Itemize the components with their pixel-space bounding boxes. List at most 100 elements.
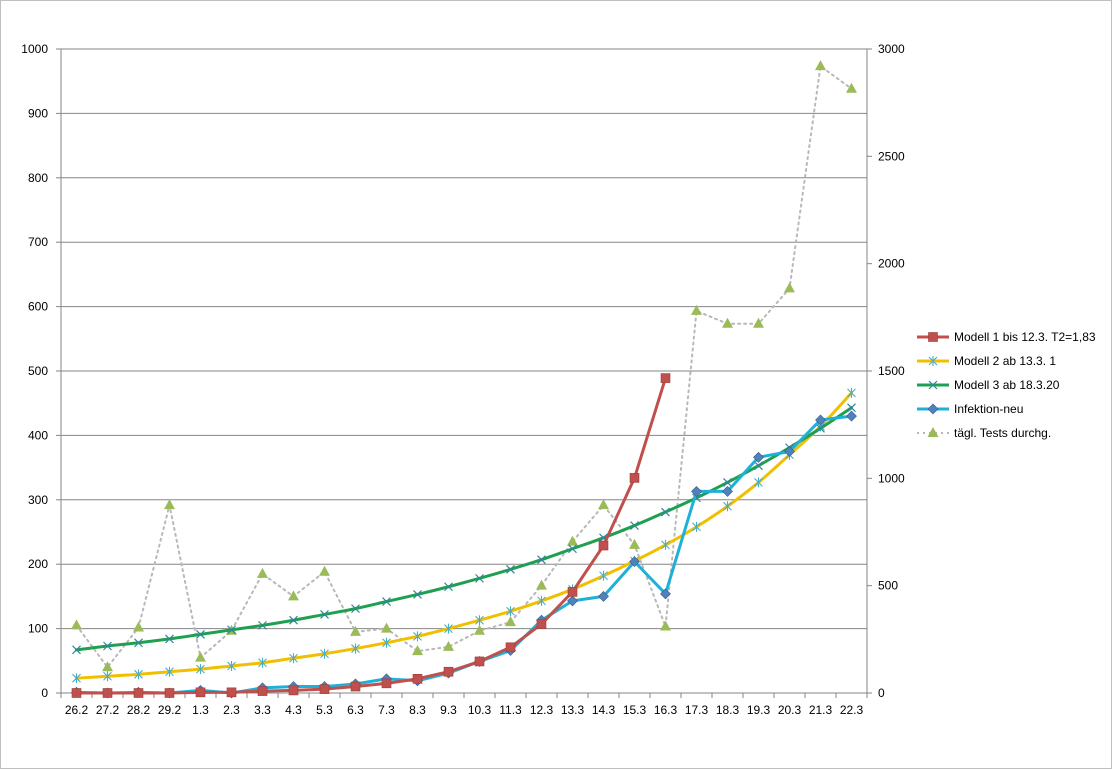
data-point	[413, 631, 422, 642]
data-point	[661, 539, 670, 550]
data-point	[289, 615, 298, 625]
data-point	[257, 567, 268, 578]
data-point	[629, 556, 640, 568]
series-line	[75, 65, 853, 669]
data-point	[412, 645, 423, 656]
left-tick-label: 800	[28, 171, 48, 185]
series-4	[71, 60, 857, 672]
legend-label: Modell 2 ab 13.3. 1	[954, 354, 1056, 368]
legend: Modell 1 bis 12.3. T2=1,83 Modell 2 ab 13…	[917, 330, 1096, 440]
x-tick-label: 13.3	[561, 703, 585, 717]
data-point	[413, 590, 422, 599]
series-line	[75, 376, 667, 695]
data-point	[412, 674, 423, 684]
series-line	[75, 406, 853, 652]
data-point	[319, 565, 330, 576]
x-tick-label: 3.3	[254, 703, 271, 717]
data-point	[444, 623, 453, 634]
x-tick-label: 29.2	[158, 703, 182, 717]
legend-swatch-marker	[928, 356, 938, 366]
data-point	[816, 423, 825, 433]
data-point	[784, 446, 795, 457]
data-point	[691, 486, 702, 497]
data-point	[351, 604, 360, 614]
data-point	[722, 486, 733, 497]
data-point	[723, 477, 732, 487]
data-point	[195, 651, 206, 662]
data-point	[443, 666, 454, 677]
data-point	[660, 588, 671, 600]
series-layer	[71, 60, 857, 699]
data-point	[784, 282, 795, 293]
data-point	[288, 590, 299, 601]
legend-swatch-marker	[928, 380, 938, 390]
x-tick-label: 20.3	[778, 703, 802, 717]
data-point	[661, 507, 670, 517]
data-point	[537, 595, 546, 606]
x-tick-label: 16.3	[654, 703, 678, 717]
x-tick-label: 6.3	[347, 703, 364, 717]
data-point	[133, 621, 144, 632]
data-point	[567, 535, 578, 546]
right-tick-label: 1500	[878, 364, 905, 378]
x-tick-label: 4.3	[285, 703, 302, 717]
gridlines	[61, 48, 867, 694]
data-point	[351, 643, 360, 654]
data-point	[660, 373, 671, 383]
data-point	[257, 686, 268, 696]
data-point	[536, 579, 547, 590]
data-point	[71, 688, 82, 698]
data-point	[382, 637, 391, 648]
legend-label: Infektion-neu	[954, 402, 1023, 416]
x-tick-label: 19.3	[747, 703, 771, 717]
data-point	[71, 619, 82, 630]
data-point	[103, 671, 112, 682]
data-point	[227, 625, 236, 635]
data-point	[506, 564, 515, 574]
data-point	[227, 660, 236, 671]
data-point	[505, 642, 516, 653]
left-tick-label: 700	[28, 235, 48, 249]
x-tick-label: 17.3	[685, 703, 709, 717]
data-point	[598, 499, 609, 510]
data-point	[350, 681, 361, 692]
right-tick-label: 3000	[878, 42, 905, 56]
x-tick-label: 8.3	[409, 703, 426, 717]
data-point	[196, 664, 205, 675]
x-tick-label: 26.2	[65, 703, 89, 717]
series-3	[71, 410, 857, 699]
data-point	[598, 540, 609, 551]
left-tick-label: 900	[28, 106, 48, 120]
series-0	[71, 373, 671, 698]
data-point	[165, 666, 174, 677]
data-point	[598, 590, 609, 602]
right-axis: 0 500 1000 1500 2000 2500 3000	[866, 42, 905, 700]
x-tick-label: 12.3	[530, 703, 554, 717]
x-tick-label: 22.3	[840, 703, 864, 717]
left-tick-label: 500	[28, 364, 48, 378]
data-point	[630, 521, 639, 530]
data-point	[165, 634, 174, 644]
data-point	[72, 673, 81, 684]
data-point	[537, 555, 546, 565]
data-point	[753, 317, 764, 328]
x-tick-label: 2.3	[223, 703, 240, 717]
x-tick-label: 11.3	[499, 703, 522, 717]
data-point	[815, 414, 826, 426]
data-point	[381, 622, 392, 633]
data-point	[629, 473, 640, 483]
data-point	[350, 625, 361, 636]
legend-swatch-marker	[927, 427, 939, 437]
data-point	[475, 573, 484, 583]
data-point	[723, 501, 732, 512]
data-point	[629, 538, 640, 549]
x-tick-label: 1.3	[192, 703, 209, 717]
data-point	[133, 688, 144, 698]
data-point	[382, 597, 391, 606]
x-tick-label: 21.3	[809, 703, 833, 717]
x-tick-label: 10.3	[468, 703, 492, 717]
data-point	[505, 616, 516, 627]
x-tick-label: 28.2	[127, 703, 151, 717]
